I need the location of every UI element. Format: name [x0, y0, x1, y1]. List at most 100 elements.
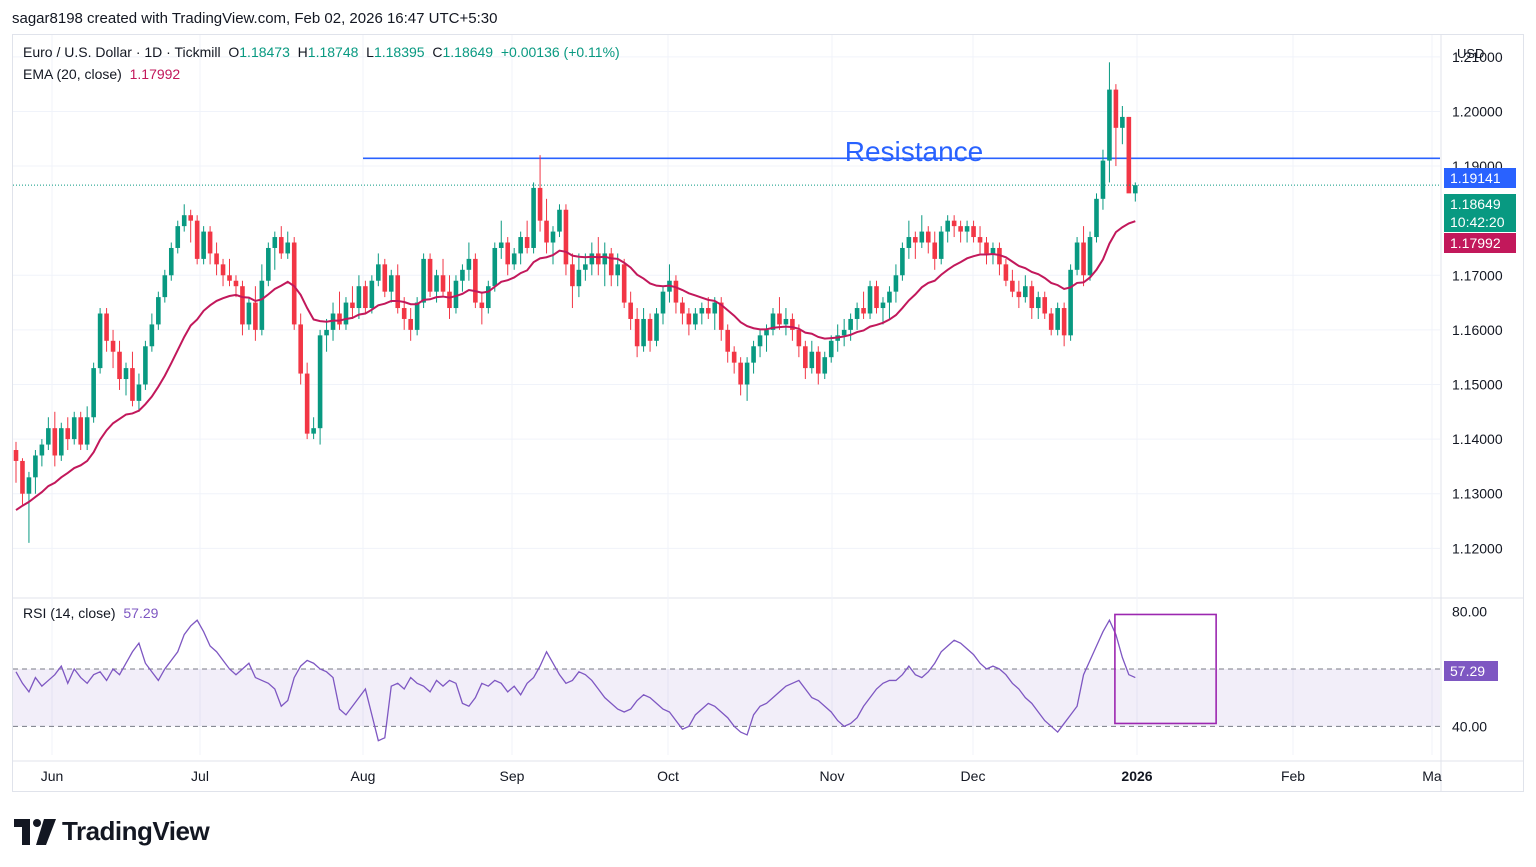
candle-body	[194, 220, 200, 259]
candle-body	[143, 346, 148, 385]
candle-body	[744, 362, 750, 385]
last-price-value: 1.18649	[1450, 196, 1501, 212]
symbol-name[interactable]: Euro / U.S. Dollar · 1D · Tickmill	[23, 44, 221, 60]
price-tick-label: 1.12000	[1452, 540, 1503, 556]
candle-body	[861, 308, 866, 314]
candle-body	[408, 318, 413, 330]
candle-body	[783, 318, 789, 325]
candle-body	[925, 231, 931, 243]
candle-body	[498, 242, 504, 248]
candle-body	[699, 308, 705, 314]
rsi-tick-label: 40.00	[1452, 718, 1487, 734]
candle-body	[997, 247, 1002, 265]
candle-body	[376, 264, 381, 281]
candle-body	[1133, 185, 1138, 194]
candle-body	[52, 428, 58, 456]
candle-body	[951, 220, 957, 227]
candle-body	[809, 351, 815, 369]
candle-body	[583, 264, 588, 270]
tradingview-logo-icon	[14, 818, 56, 845]
candle-body	[492, 247, 498, 287]
candle-body	[337, 313, 342, 325]
price-tick-label: 1.21000	[1452, 49, 1503, 65]
candle-body	[693, 313, 698, 325]
rsi-legend[interactable]: RSI (14, close) 57.29	[23, 605, 158, 621]
ema-price-tag: 1.17992	[1444, 233, 1516, 253]
candle-body	[841, 329, 847, 336]
candle-body	[647, 318, 653, 341]
candle-body	[531, 187, 536, 248]
candle-body	[1035, 297, 1041, 309]
candle-body	[822, 357, 828, 374]
candle-body	[705, 308, 711, 314]
candle-body	[369, 280, 375, 309]
close-label: C	[432, 44, 443, 60]
candle-body	[440, 275, 446, 292]
time-tick-label: Nov	[820, 768, 845, 784]
candle-body	[207, 231, 213, 254]
candle-body	[686, 313, 692, 325]
candle-body	[395, 275, 401, 309]
candle-body	[790, 318, 795, 330]
candle-body	[460, 269, 465, 281]
time-tick-label: Ma	[1422, 768, 1442, 784]
candle-body	[938, 231, 944, 259]
candle-body	[427, 258, 433, 292]
time-tick-label: Dec	[961, 768, 986, 784]
candle-body	[1100, 160, 1106, 199]
candle-body	[673, 280, 679, 303]
candle-body	[317, 335, 323, 429]
candle-body	[641, 318, 646, 347]
rsi-value-tag: 57.29	[1444, 661, 1498, 681]
candle-body	[188, 215, 193, 221]
change-value: +0.00136 (+0.11%)	[500, 44, 620, 60]
candle-body	[796, 329, 802, 347]
candle-body	[421, 258, 426, 303]
candle-body	[401, 308, 407, 319]
candle-body	[634, 318, 640, 347]
candle-body	[770, 313, 776, 330]
candle-body	[117, 351, 122, 380]
candle-body	[1113, 89, 1119, 128]
low-value: 1.18395	[373, 44, 425, 60]
price-tick-label: 1.16000	[1452, 322, 1503, 338]
time-tick-label: 2026	[1121, 768, 1152, 784]
candle-body	[479, 302, 485, 309]
candle-body	[848, 318, 853, 330]
chart-frame[interactable]	[12, 34, 1524, 792]
candle-body	[1029, 286, 1035, 309]
candle-body	[602, 253, 608, 265]
ema-value: 1.17992	[129, 66, 181, 82]
candle-body	[246, 302, 252, 325]
close-value: 1.18649	[442, 44, 494, 60]
candle-body	[259, 280, 265, 330]
candle-body	[628, 302, 633, 319]
candle-body	[434, 275, 439, 292]
candle-body	[537, 187, 543, 221]
candle-body	[913, 237, 918, 243]
currency-label[interactable]: USD	[1457, 46, 1485, 61]
candle-body	[874, 286, 879, 309]
candle-body	[156, 297, 161, 325]
price-tick-label: 1.20000	[1452, 103, 1503, 119]
candle-body	[26, 477, 32, 494]
candle-body	[511, 253, 517, 265]
candle-body	[91, 368, 96, 418]
candle-body	[945, 220, 950, 232]
candle-body	[136, 384, 142, 401]
candle-body	[356, 286, 362, 309]
ema-legend[interactable]: EMA (20, close) 1.17992	[23, 66, 180, 82]
time-tick-label: Jul	[191, 768, 209, 784]
tradingview-logo[interactable]: TradingView	[14, 816, 210, 847]
candle-body	[596, 253, 601, 265]
candle-body	[757, 335, 763, 347]
candle-body	[84, 417, 90, 445]
candle-body	[550, 231, 556, 243]
candle-body	[1087, 237, 1093, 276]
candle-body	[220, 264, 226, 276]
time-tick-label: Aug	[351, 768, 376, 784]
candle-body	[233, 280, 239, 287]
candle-body	[1120, 116, 1125, 128]
candle-body	[33, 455, 38, 478]
